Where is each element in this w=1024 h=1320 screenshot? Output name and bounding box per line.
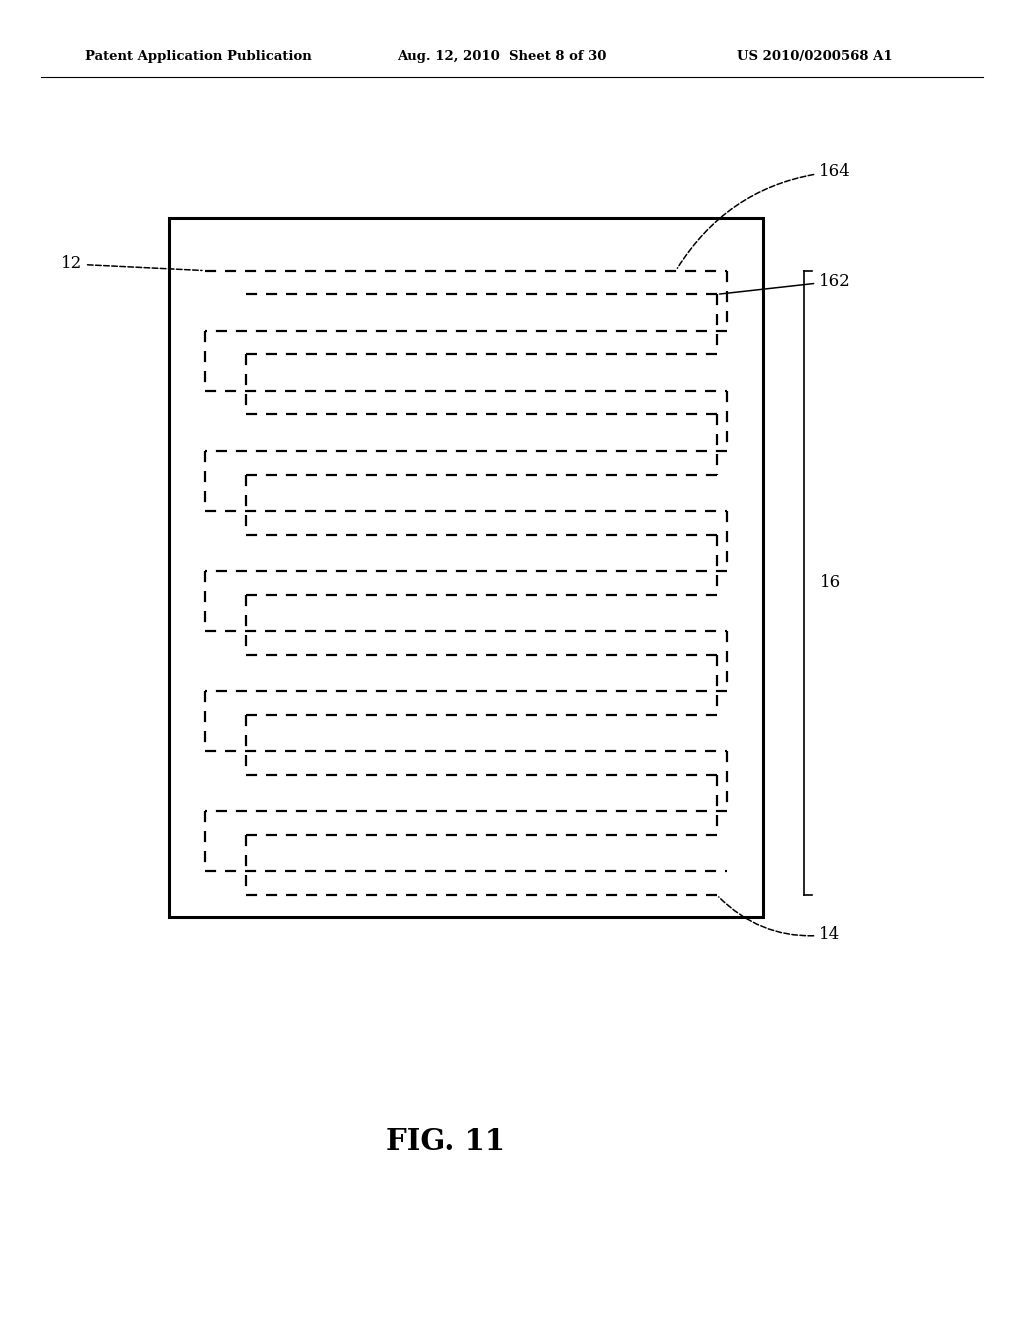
Text: FIG. 11: FIG. 11 <box>386 1127 505 1156</box>
Text: 12: 12 <box>60 256 202 272</box>
Bar <box>169 218 763 917</box>
Text: 14: 14 <box>719 896 841 942</box>
Text: 164: 164 <box>677 164 851 268</box>
Text: 162: 162 <box>720 273 851 294</box>
Text: Aug. 12, 2010  Sheet 8 of 30: Aug. 12, 2010 Sheet 8 of 30 <box>397 50 606 63</box>
Text: 16: 16 <box>820 574 842 591</box>
Text: US 2010/0200568 A1: US 2010/0200568 A1 <box>737 50 893 63</box>
Text: Patent Application Publication: Patent Application Publication <box>85 50 311 63</box>
